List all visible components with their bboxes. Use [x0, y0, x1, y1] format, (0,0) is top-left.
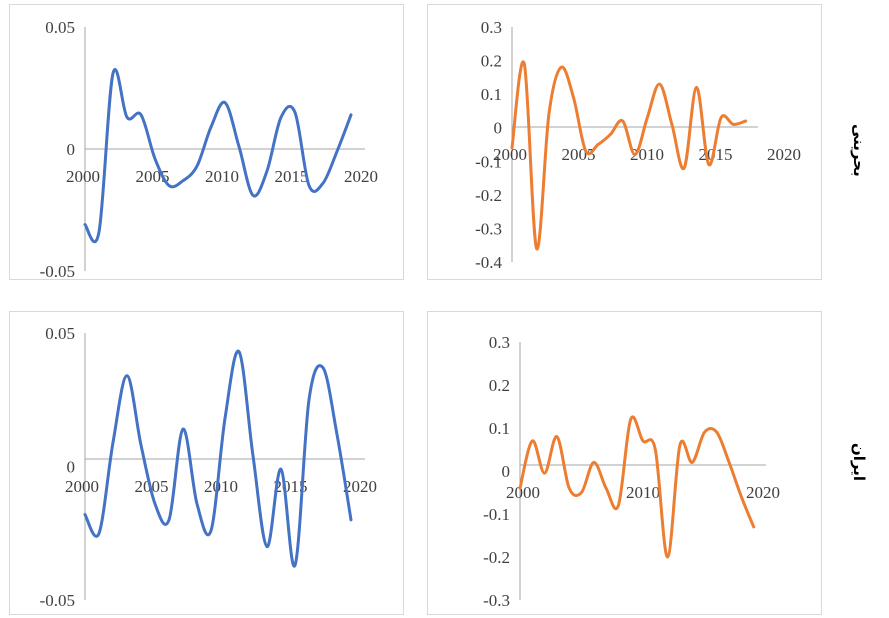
series-line — [83, 349, 353, 568]
y-tick-label: 0.3 — [489, 333, 510, 352]
x-tick-label: 2010 — [205, 167, 239, 186]
x-tick-label: 2010 — [626, 483, 660, 502]
x-tick-label: 2000 — [506, 483, 540, 502]
y-tick-label: -0.2 — [475, 186, 502, 205]
y-tick-label: -0.1 — [483, 505, 510, 524]
series-line — [518, 415, 756, 559]
series-line — [83, 68, 353, 244]
y-tick-label: 0.1 — [481, 85, 502, 104]
y-tick-label: 0.1 — [489, 419, 510, 438]
y-tick-label: -0.2 — [483, 548, 510, 567]
row-label-bottom: ایران — [850, 442, 868, 482]
y-tick-label: 0 — [67, 458, 76, 477]
x-tick-label: 2005 — [562, 145, 596, 164]
y-tick-label: 0 — [67, 140, 76, 159]
y-tick-label: -0.1 — [475, 152, 502, 171]
row-label-top: بحرینی — [850, 124, 868, 177]
x-tick-label: 2020 — [344, 167, 378, 186]
x-tick-label: 2015 — [275, 167, 309, 186]
y-tick-label: 0.05 — [45, 324, 75, 343]
y-tick-label: 0 — [502, 462, 511, 481]
y-tick-label: 0.2 — [481, 52, 502, 71]
y-tick-label: -0.05 — [40, 262, 75, 281]
x-tick-label: 2010 — [204, 477, 238, 496]
x-tick-label: 2020 — [343, 477, 377, 496]
y-tick-label: 0.2 — [489, 376, 510, 395]
y-tick-label: 0.3 — [481, 18, 502, 37]
chart-panel-bottom-left: 0.05 0 -0.05 2000 2005 2010 2015 2020 — [9, 311, 404, 615]
y-tick-label: 0.05 — [45, 18, 75, 37]
x-tick-label: 2020 — [767, 145, 801, 164]
chart-panel-top-left: 0.05 0 -0.05 2000 2005 2010 2015 2020 — [9, 4, 404, 281]
y-tick-label: -0.3 — [483, 591, 510, 610]
y-tick-label: -0.4 — [475, 253, 502, 272]
chart-panel-bottom-right: 0.3 0.2 0.1 0 -0.1 -0.2 -0.3 2000 2010 2020 — [427, 311, 822, 615]
x-tick-label: 2000 — [66, 167, 100, 186]
y-tick-label: 0 — [494, 119, 503, 138]
x-tick-label: 2020 — [746, 483, 780, 502]
y-tick-label: -0.05 — [40, 591, 75, 610]
series-line — [510, 60, 748, 251]
chart-svg-bottom-right: 0.3 0.2 0.1 0 -0.1 -0.2 -0.3 2000 2010 2020 — [483, 333, 780, 610]
chart-panel-top-right: 0.3 0.2 0.1 0 -0.1 -0.2 -0.3 -0.4 2000 2005 2010 20… — [427, 4, 822, 280]
x-tick-label: 2015 — [274, 477, 308, 496]
x-tick-label: 2000 — [65, 477, 99, 496]
x-tick-label: 2000 — [493, 145, 527, 164]
y-tick-label: -0.3 — [475, 219, 502, 238]
